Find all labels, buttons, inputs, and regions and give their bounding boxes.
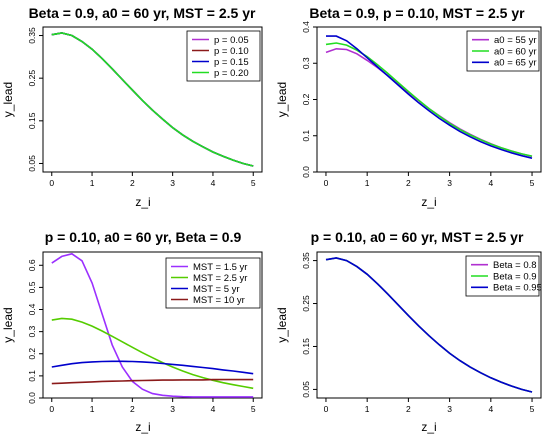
x-tick-label: 0 <box>49 178 54 188</box>
x-tick-label: 3 <box>170 404 175 414</box>
x-tick-label: 5 <box>530 178 535 188</box>
y-tick-label: 0.25 <box>301 295 311 312</box>
series-line-2 <box>51 317 254 390</box>
legend-entry: a0 = 65 yr <box>494 58 537 69</box>
x-tick-label: 2 <box>130 178 135 188</box>
legend-entry: MST = 1.5 yr <box>193 262 247 273</box>
series-line-3 <box>326 35 533 159</box>
legend-entry: MST = 2.5 yr <box>193 273 247 284</box>
series-line-3 <box>51 360 254 375</box>
plot-frame <box>316 251 542 399</box>
plot-frame <box>42 251 263 399</box>
series-line-4 <box>51 32 254 167</box>
y-tick-label: 0.25 <box>27 70 37 87</box>
y-tick-label: 0.05 <box>27 155 37 172</box>
legend-entry: Beta = 0.9 <box>493 271 537 282</box>
y-axis-label: y_lead <box>275 307 289 342</box>
y-axis-label: y_lead <box>1 82 15 117</box>
y-tick-label: 0.35 <box>301 252 311 269</box>
y-tick-label: 0.5 <box>27 281 37 293</box>
x-tick-label: 2 <box>130 404 135 414</box>
y-tick-label: 0.15 <box>27 112 37 129</box>
y-tick-label: 0.1 <box>27 370 37 382</box>
chart-panel-2: Beta = 0.9, p = 0.10, MST = 2.5 yr 0 1 2 3 4 5… <box>275 5 542 209</box>
plot-frame <box>42 26 263 173</box>
y-tick-label: 0.6 <box>27 259 37 271</box>
y-tick-label: 0.0 <box>301 166 311 178</box>
x-axis-label: z_i <box>135 195 150 209</box>
x-tick-label: 0 <box>324 404 329 414</box>
legend-entry: MST = 10 yr <box>193 295 245 306</box>
x-tick-label: 1 <box>90 178 95 188</box>
legend-entry: p = 0.05 <box>214 35 249 46</box>
series-line-1 <box>51 252 254 398</box>
x-tick-label: 4 <box>211 178 216 188</box>
x-tick-label: 3 <box>447 404 452 414</box>
x-tick-label: 2 <box>406 404 411 414</box>
legend-entry: p = 0.20 <box>214 68 249 79</box>
x-tick-label: 1 <box>365 404 370 414</box>
legend-entry: a0 = 55 yr <box>494 35 537 46</box>
chart-panel-4: p = 0.10, a0 = 60 yr, MST = 2.5 yr 0 1 2 3 4 5… <box>275 229 542 434</box>
x-tick-label: 4 <box>211 404 216 414</box>
legend-entry: p = 0.10 <box>214 46 249 57</box>
panel-title: Beta = 0.9, p = 0.10, MST = 2.5 yr <box>309 5 525 21</box>
legend: p = 0.05p = 0.10p = 0.15p = 0.20 <box>186 30 261 82</box>
panel-title: p = 0.10, a0 = 60 yr, Beta = 0.9 <box>45 229 242 245</box>
x-tick-label: 1 <box>365 178 370 188</box>
y-axis-label: y_lead <box>275 82 289 117</box>
legend-entry: Beta = 0.95 <box>493 283 542 294</box>
legend-entry: MST = 5 yr <box>193 284 240 295</box>
y-tick-label: 0.2 <box>301 93 311 105</box>
panel-title: Beta = 0.9, a0 = 60 yr, MST = 2.5 yr <box>29 5 256 21</box>
x-tick-label: 5 <box>530 404 535 414</box>
x-tick-label: 0 <box>49 404 54 414</box>
chart-panel-1: Beta = 0.9, a0 = 60 yr, MST = 2.5 yr 0 1 2 3… <box>1 5 263 209</box>
y-axis-label: y_lead <box>1 307 15 342</box>
y-tick-label: 0.3 <box>27 325 37 337</box>
y-tick-label: 0.15 <box>301 338 311 355</box>
x-axis-label: z_i <box>135 420 150 434</box>
y-tick-label: 0.35 <box>27 27 37 44</box>
panel-title: p = 0.10, a0 = 60 yr, MST = 2.5 yr <box>311 229 524 245</box>
x-axis-label: z_i <box>421 420 436 434</box>
x-tick-label: 4 <box>488 404 493 414</box>
y-tick-label: 0.3 <box>301 57 311 69</box>
x-tick-label: 4 <box>488 178 493 188</box>
legend-entry: a0 = 60 yr <box>494 46 537 57</box>
x-tick-label: 2 <box>406 178 411 188</box>
y-tick-label: 0.0 <box>27 392 37 404</box>
x-tick-label: 3 <box>170 178 175 188</box>
y-tick-label: 0.4 <box>301 21 311 33</box>
y-tick-label: 0.2 <box>27 348 37 360</box>
x-tick-label: 5 <box>251 404 256 414</box>
x-tick-label: 0 <box>324 178 329 188</box>
y-tick-label: 0.1 <box>301 130 311 142</box>
y-tick-label: 0.05 <box>301 381 311 398</box>
legend-entry: p = 0.15 <box>214 57 249 68</box>
x-axis-label: z_i <box>421 195 436 209</box>
x-tick-label: 5 <box>251 178 256 188</box>
x-tick-label: 3 <box>447 178 452 188</box>
series-line-4 <box>51 378 254 385</box>
y-tick-label: 0.4 <box>27 303 37 315</box>
series-line-3 <box>325 257 533 393</box>
legend-entry: Beta = 0.8 <box>493 260 537 271</box>
chart-panel-3: p = 0.10, a0 = 60 yr, Beta = 0.9 0 1 2 3 4 5 0.… <box>1 229 263 434</box>
x-tick-label: 1 <box>90 404 95 414</box>
